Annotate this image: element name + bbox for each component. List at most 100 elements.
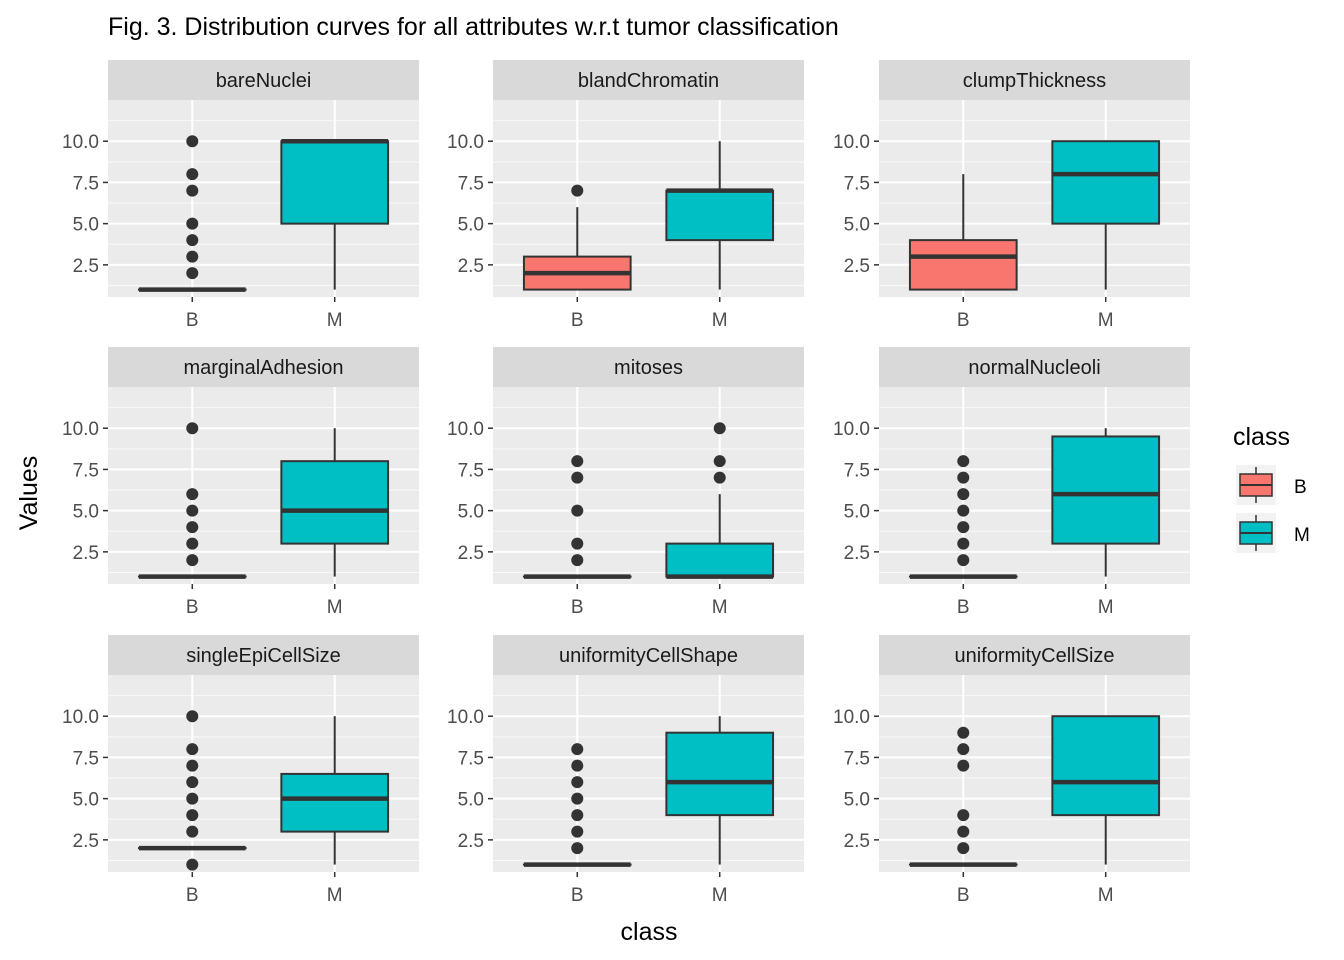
- outlier-point: [571, 809, 584, 822]
- legend-key-M: M: [1236, 513, 1310, 553]
- y-tick-label: 10.0: [833, 419, 870, 440]
- facet-strip: [879, 347, 1190, 387]
- facet-strip: [493, 635, 804, 675]
- outlier-point: [186, 825, 199, 838]
- y-tick-label: 2.5: [458, 256, 484, 277]
- iqr-box: [280, 140, 390, 225]
- outlier-point: [571, 554, 584, 567]
- outlier-point: [957, 825, 970, 838]
- y-tick-label: 2.5: [73, 831, 99, 852]
- outlier-point: [957, 521, 970, 534]
- iqr-box: [908, 239, 1018, 291]
- outlier-point: [186, 504, 199, 517]
- iqr-box: [280, 772, 390, 833]
- y-tick-label: 10.0: [62, 132, 99, 153]
- outlier-point: [571, 537, 584, 550]
- legend: class B M: [1233, 423, 1310, 553]
- y-tick-label: 2.5: [844, 256, 870, 277]
- outlier-point: [186, 554, 199, 567]
- x-tick-label: M: [327, 597, 343, 618]
- outlier-point: [186, 743, 199, 756]
- x-tick-label: M: [1098, 597, 1114, 618]
- outlier-point: [186, 792, 199, 805]
- boxplot-M: [280, 138, 390, 290]
- y-tick-label: 5.0: [844, 790, 870, 811]
- boxplot-B: [522, 184, 632, 291]
- y-tick-label: 10.0: [447, 132, 484, 153]
- x-tick-label: M: [1098, 885, 1114, 906]
- y-tick-label: 7.5: [458, 173, 484, 194]
- x-tick-label: B: [186, 310, 199, 331]
- x-tick-label: B: [957, 597, 970, 618]
- boxplot-M: [280, 716, 390, 865]
- facet-label: marginalAdhesion: [183, 357, 343, 379]
- outlier-point: [571, 184, 584, 197]
- y-tick-label: 7.5: [458, 748, 484, 769]
- y-tick-label: 7.5: [73, 748, 99, 769]
- x-tick-label: B: [186, 885, 199, 906]
- outlier-point: [186, 234, 199, 247]
- facet-strip: [108, 347, 419, 387]
- y-tick-label: 10.0: [833, 707, 870, 728]
- outlier-point: [571, 759, 584, 772]
- y-tick-label: 10.0: [62, 707, 99, 728]
- iqr-box: [665, 542, 775, 578]
- y-tick-label: 7.5: [458, 460, 484, 481]
- legend-key-B: B: [1236, 465, 1307, 505]
- outlier-point: [957, 455, 970, 468]
- outlier-point: [186, 250, 199, 263]
- y-tick-label: 2.5: [458, 543, 484, 564]
- outlier-point: [713, 422, 726, 435]
- boxplot-B: [137, 135, 247, 292]
- y-tick-label: 7.5: [73, 460, 99, 481]
- y-tick-label: 5.0: [73, 790, 99, 811]
- facet-strip: [879, 60, 1190, 100]
- outlier-point: [186, 521, 199, 534]
- outlier-point: [186, 135, 199, 148]
- y-tick-label: 5.0: [458, 502, 484, 523]
- x-tick-label: B: [571, 597, 584, 618]
- panel-uniformityCellShape: uniformityCellShape 2.5 5.0 7.5 10.0 B M: [447, 635, 804, 906]
- boxplot-B: [522, 455, 632, 579]
- boxplot-M: [665, 141, 775, 290]
- outlier-point: [186, 184, 199, 197]
- facet-label: uniformityCellSize: [954, 645, 1114, 667]
- boxplot-M: [1051, 140, 1161, 290]
- facet-label: bareNuclei: [216, 70, 312, 92]
- outlier-point: [186, 858, 199, 871]
- outlier-point: [957, 537, 970, 550]
- outlier-point: [186, 168, 199, 181]
- legend-label: B: [1294, 477, 1307, 498]
- outlier-point: [957, 554, 970, 567]
- facet-label: singleEpiCellSize: [186, 645, 341, 667]
- outlier-point: [186, 759, 199, 772]
- boxplot-M: [665, 422, 775, 579]
- boxplot-B: [522, 743, 632, 867]
- x-tick-label: M: [712, 597, 728, 618]
- x-tick-label: M: [712, 885, 728, 906]
- outlier-point: [713, 471, 726, 484]
- y-tick-label: 7.5: [844, 460, 870, 481]
- y-tick-label: 2.5: [73, 256, 99, 277]
- y-tick-label: 10.0: [447, 707, 484, 728]
- y-tick-label: 5.0: [73, 215, 99, 236]
- y-tick-label: 2.5: [844, 831, 870, 852]
- outlier-point: [957, 471, 970, 484]
- x-tick-label: M: [327, 310, 343, 331]
- y-tick-label: 7.5: [844, 748, 870, 769]
- y-tick-label: 7.5: [844, 173, 870, 194]
- iqr-box: [280, 460, 390, 545]
- outlier-point: [571, 455, 584, 468]
- boxplot-M: [280, 428, 390, 577]
- panel-blandChromatin: blandChromatin 2.5 5.0 7.5 10.0 B M: [447, 60, 804, 331]
- outlier-point: [186, 809, 199, 822]
- outlier-point: [571, 825, 584, 838]
- facet-strip: [108, 60, 419, 100]
- y-tick-label: 10.0: [62, 419, 99, 440]
- boxplot-B: [137, 422, 247, 579]
- y-tick-label: 5.0: [844, 215, 870, 236]
- boxplot-B: [908, 726, 1018, 867]
- y-tick-label: 5.0: [73, 502, 99, 523]
- outlier-point: [957, 726, 970, 739]
